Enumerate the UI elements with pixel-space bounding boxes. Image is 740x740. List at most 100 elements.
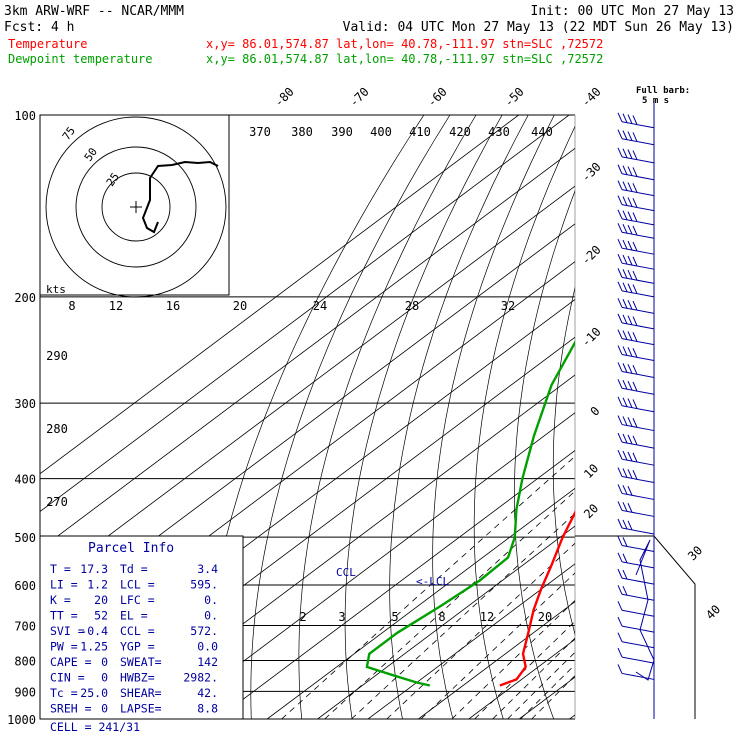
isotherm-label: -30 [579, 160, 604, 185]
wind-barb-flag [622, 239, 628, 250]
wind-barb-flag [622, 379, 628, 390]
wind-barb-flag [632, 332, 638, 342]
pressure-label-400: 400 [14, 473, 36, 487]
theta-label: 380 [291, 125, 313, 139]
wind-barb-flag [632, 364, 638, 375]
parcel-key: SWEAT= [120, 655, 162, 669]
isotherm-label: 30 [685, 543, 705, 563]
parcel-value: -0.4 [80, 624, 108, 638]
isotherm-line [620, 115, 740, 719]
mixing-ratio-lines [281, 455, 575, 719]
wind-barb-flag [622, 113, 628, 123]
series-lines [365, 340, 575, 687]
wind-barb-flag [617, 281, 623, 292]
init-time: Init: 00 UTC Mon 27 May 13 [531, 4, 735, 19]
wind-barb [617, 432, 655, 449]
valid-time: Valid: 04 UTC Mon 27 May 13 (22 MDT Sun … [343, 20, 734, 35]
parcel-value: 0 [101, 671, 108, 685]
wind-barb-flag [627, 149, 633, 159]
pressure-label-800: 800 [14, 654, 36, 668]
wind-barb-flag [627, 211, 633, 221]
wind-barb-flag [627, 166, 633, 176]
wind-barb-flag [617, 501, 623, 511]
wind-barb-flag [627, 380, 633, 391]
parcel-title: Parcel Info [88, 541, 174, 556]
mixing-ratio-line [281, 455, 575, 719]
wind-barb [617, 313, 655, 330]
wind-barb-flag [617, 518, 623, 529]
theta-left-label: 290 [46, 349, 68, 363]
wind-barb-flag [627, 114, 633, 124]
parcel-key: CIN = [50, 671, 85, 685]
wind-barb-flag [617, 129, 623, 139]
parcel-value: 0.0 [197, 640, 218, 654]
wind-barb-flag [627, 197, 633, 207]
wind-barb-flag [632, 452, 638, 463]
wind-barb-flag [617, 209, 623, 220]
wind-barb-flag [617, 632, 623, 642]
mixing-ratio-line [531, 675, 575, 719]
hodograph-ring-label: 75 [60, 124, 78, 142]
wind-barb-flag [617, 253, 623, 264]
parcel-value: 0 [101, 702, 108, 716]
mixing-ratio-label-upper: 20 [233, 299, 247, 313]
wind-barb-shaft [621, 290, 655, 298]
isotherm-label: -70 [347, 85, 372, 110]
isotherm-line [40, 185, 575, 588]
parcel-value: 17.3 [80, 562, 108, 576]
wind-barb-flag [622, 433, 628, 444]
wind-barb-flag [627, 417, 633, 427]
parcel-key: LI = [50, 578, 78, 592]
wind-barb-flag [622, 181, 628, 191]
mixing-ratio-line [386, 542, 575, 719]
wind-barb-shaft [621, 173, 655, 181]
wind-barb-flag [617, 396, 623, 406]
wind-barb-flag [627, 240, 633, 251]
wind-barb-flag [622, 519, 628, 530]
wind-barb-flag [632, 183, 638, 193]
hodograph-trace [141, 160, 219, 234]
wind-barb-shaft [621, 306, 655, 314]
temperature-location: x,y= 86.01,574.87 lat,lon= 40.78,-111.97… [206, 37, 603, 51]
wind-barb [617, 467, 655, 484]
wind-barb-flag [632, 270, 638, 281]
wind-barb-shaft [621, 593, 655, 601]
wind-barb-flag [622, 502, 628, 512]
wind-barb-flag [627, 255, 633, 266]
wind-barb-shaft [621, 458, 655, 466]
parcel-value: 25.0 [80, 686, 108, 700]
wind-barb-flag [617, 345, 623, 355]
parcel-key: Tc = [50, 686, 78, 700]
wind-barb-flag [617, 313, 623, 324]
wind-barb [617, 298, 655, 314]
dewpoint-line [365, 340, 575, 687]
wind-barb-flag [617, 268, 623, 278]
theta-label: 410 [409, 125, 431, 139]
dry-adiabat-lines [200, 115, 575, 719]
wind-barb [617, 281, 655, 298]
parcel-info-panel: Parcel Info T = 17.3 Td = 3.4 LI = 1.2 LCL = 595… [39, 535, 244, 734]
wind-barb [617, 552, 655, 569]
wind-barb-flag [617, 616, 623, 627]
wind-barb [617, 129, 655, 146]
wind-barb-flag [632, 225, 638, 236]
parcel-key: Td = [120, 562, 148, 576]
barb-trace [635, 539, 655, 681]
theta-label: 390 [331, 125, 353, 139]
pressure-label-100: 100 [14, 109, 36, 123]
isotherm-line [40, 147, 575, 550]
isotherm-line [367, 563, 575, 719]
wind-barb-flag [617, 536, 623, 546]
wind-barb-shaft [621, 476, 655, 484]
isotherm-line [40, 115, 570, 513]
wind-barb-flag [617, 415, 623, 425]
wind-barb-flag [632, 435, 638, 445]
isotherm-line [468, 638, 575, 719]
wind-barb-flag [617, 112, 623, 123]
wind-barb-flag [632, 167, 638, 177]
wind-barb-flag [627, 224, 633, 235]
parcel-key: LAPSE= [120, 702, 162, 716]
wind-barb-flag [632, 470, 638, 480]
wind-barb-shaft [621, 656, 655, 664]
